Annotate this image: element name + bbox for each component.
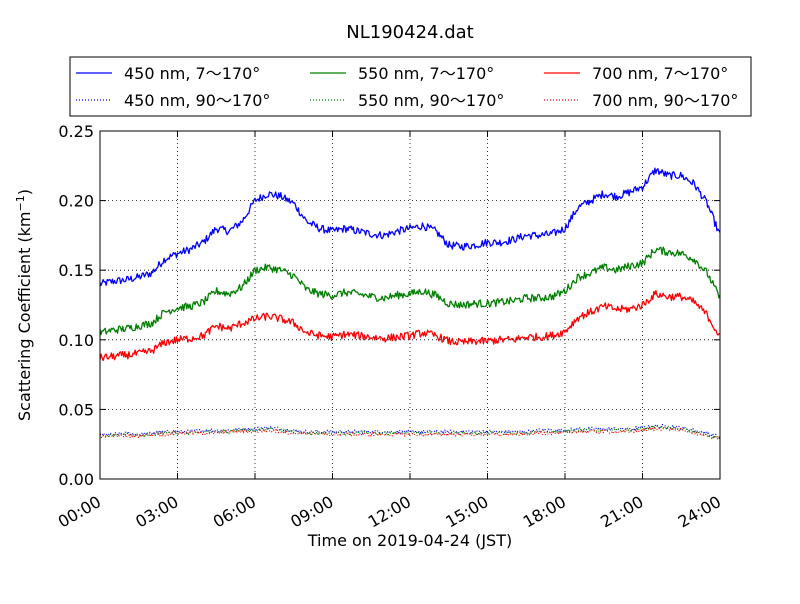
y-tick-label: 0.05 [58,400,94,419]
y-tick-label: 0.20 [58,192,94,211]
legend-label: 700 nm, 7～170° [592,64,728,83]
series-line [99,246,721,336]
x-tick-label: 18:00 [520,492,569,532]
x-tick-label: 06:00 [210,492,259,532]
y-axis-label-close: ) [15,189,34,195]
x-tick-label: 00:00 [55,492,104,532]
x-tick-label: 09:00 [287,492,336,532]
series-layer [99,167,721,440]
y-axis-label-main: Scattering Coefficient (km [15,211,34,421]
legend-frame [69,56,752,117]
y-axis: 0.00 0.05 0.10 0.15 0.20 0.25 [58,122,720,489]
legend-label: 450 nm, 7～170° [124,64,260,83]
chart-title: NL190424.dat [346,22,473,43]
x-tick-label: 03:00 [132,492,181,532]
y-axis-label: Scattering Coefficient (km−1) [14,189,34,421]
y-tick-label: 0.00 [58,470,94,489]
legend: 450 nm, 7～170° 550 nm, 7～170° 700 nm, 7～17… [69,56,752,117]
y-axis-label-sup: −1 [14,195,27,211]
y-tick-label: 0.25 [58,122,94,141]
series-line [99,167,721,287]
x-axis-label: Time on 2019-04-24 (JST) [307,531,512,550]
series-line [99,425,721,440]
x-tick-label: 21:00 [597,492,646,532]
y-tick-label: 0.10 [58,331,94,350]
y-tick-label: 0.15 [58,261,94,280]
legend-label: 450 nm, 90～170° [124,91,270,110]
legend-label: 550 nm, 90～170° [358,91,504,110]
x-tick-label: 24:00 [675,492,724,532]
series-line [99,289,721,362]
x-tick-label: 12:00 [365,492,414,532]
x-tick-label: 15:00 [442,492,491,532]
legend-label: 700 nm, 90～170° [592,91,738,110]
legend-label: 550 nm, 7～170° [358,64,494,83]
series-line [99,427,721,440]
